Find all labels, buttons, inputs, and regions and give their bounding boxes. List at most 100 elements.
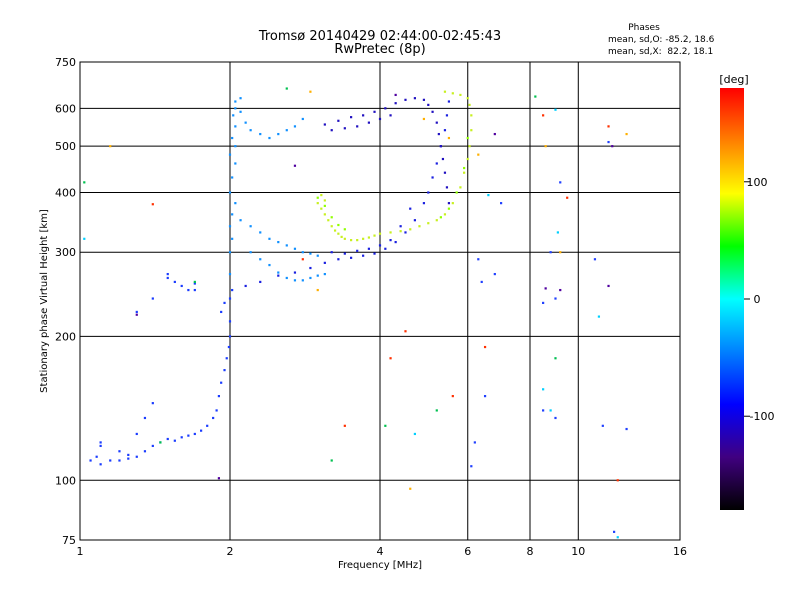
data-point	[223, 369, 226, 372]
data-point	[350, 239, 353, 242]
data-point	[316, 202, 319, 205]
data-point	[166, 276, 169, 280]
data-point	[159, 441, 162, 444]
data-point	[337, 223, 340, 227]
data-point	[409, 228, 412, 231]
data-point	[337, 232, 340, 235]
data-point	[232, 114, 235, 117]
data-point	[323, 272, 326, 276]
data-point	[378, 117, 382, 121]
data-point	[500, 202, 503, 205]
data-point	[549, 251, 552, 254]
colorbar-gradient	[720, 88, 744, 510]
data-point	[443, 213, 447, 216]
data-point	[451, 395, 454, 398]
x-tick-label: 2	[227, 545, 234, 558]
data-point	[356, 249, 359, 252]
data-point	[330, 129, 333, 132]
data-point	[373, 234, 376, 237]
data-point	[143, 450, 147, 453]
data-point	[404, 330, 407, 333]
data-point	[228, 272, 232, 276]
data-point	[135, 455, 138, 458]
data-point	[373, 110, 376, 113]
data-point	[323, 261, 326, 264]
data-point	[340, 235, 343, 238]
data-point	[83, 237, 86, 240]
data-point	[234, 202, 237, 205]
data-point	[470, 465, 473, 468]
data-point	[277, 132, 280, 136]
data-point	[389, 239, 392, 242]
data-point	[413, 219, 416, 222]
data-point	[459, 186, 462, 189]
y-tick-label: 75	[62, 534, 76, 547]
data-point	[227, 345, 231, 349]
data-point	[443, 129, 447, 132]
data-point	[309, 252, 312, 255]
data-point	[95, 455, 98, 458]
data-point	[99, 444, 102, 448]
data-point	[320, 207, 323, 210]
data-point	[616, 536, 619, 539]
data-point	[554, 357, 557, 360]
plot-area: 1 2 4 6 8 10 16 75 100 200 300 400 500 600 750	[55, 56, 687, 558]
data-point	[625, 132, 628, 136]
data-point	[173, 439, 176, 442]
colorbar-ticks: 100 0 -100	[744, 176, 774, 423]
data-point	[466, 136, 469, 140]
data-point	[228, 251, 232, 254]
data-point	[187, 288, 190, 292]
data-point	[220, 381, 223, 384]
y-tick-label: 750	[55, 56, 76, 69]
data-point	[451, 92, 454, 95]
data-point	[559, 251, 562, 254]
data-point	[350, 116, 353, 119]
data-point	[223, 301, 226, 305]
data-point	[228, 320, 232, 323]
data-point	[151, 203, 154, 206]
data-point	[356, 125, 359, 128]
data-point	[445, 186, 449, 189]
data-point	[193, 432, 196, 436]
data-point	[451, 202, 454, 205]
data-point	[625, 427, 628, 431]
data-point	[228, 153, 232, 156]
data-point	[544, 287, 547, 290]
data-point	[193, 282, 196, 285]
data-point	[323, 213, 326, 216]
data-point	[399, 225, 402, 228]
data-point	[309, 276, 312, 280]
data-point	[356, 239, 359, 242]
data-point	[293, 247, 297, 250]
data-point	[293, 271, 297, 274]
y-axis-label: Stationary phase Virtual Height [km]	[39, 209, 50, 393]
data-point	[309, 90, 312, 93]
data-point	[193, 288, 196, 292]
data-point	[443, 171, 447, 174]
data-point	[362, 114, 365, 117]
data-point	[320, 194, 323, 197]
data-point	[607, 284, 610, 288]
data-point	[435, 409, 438, 412]
data-point	[212, 416, 215, 420]
data-point	[293, 164, 297, 167]
data-point	[394, 102, 397, 105]
data-point	[259, 280, 262, 284]
data-point	[559, 288, 562, 292]
data-point	[228, 335, 232, 338]
data-point	[234, 125, 237, 128]
data-point	[330, 225, 333, 228]
data-point	[244, 284, 247, 288]
data-point	[301, 279, 304, 282]
data-point	[534, 95, 537, 98]
data-point	[394, 240, 397, 244]
data-point	[234, 107, 237, 110]
data-point	[542, 409, 545, 412]
x-tick-label: 6	[464, 545, 471, 558]
data-point	[109, 459, 112, 462]
x-tick-label: 1	[77, 545, 84, 558]
data-point	[566, 196, 569, 199]
data-point	[373, 252, 376, 255]
